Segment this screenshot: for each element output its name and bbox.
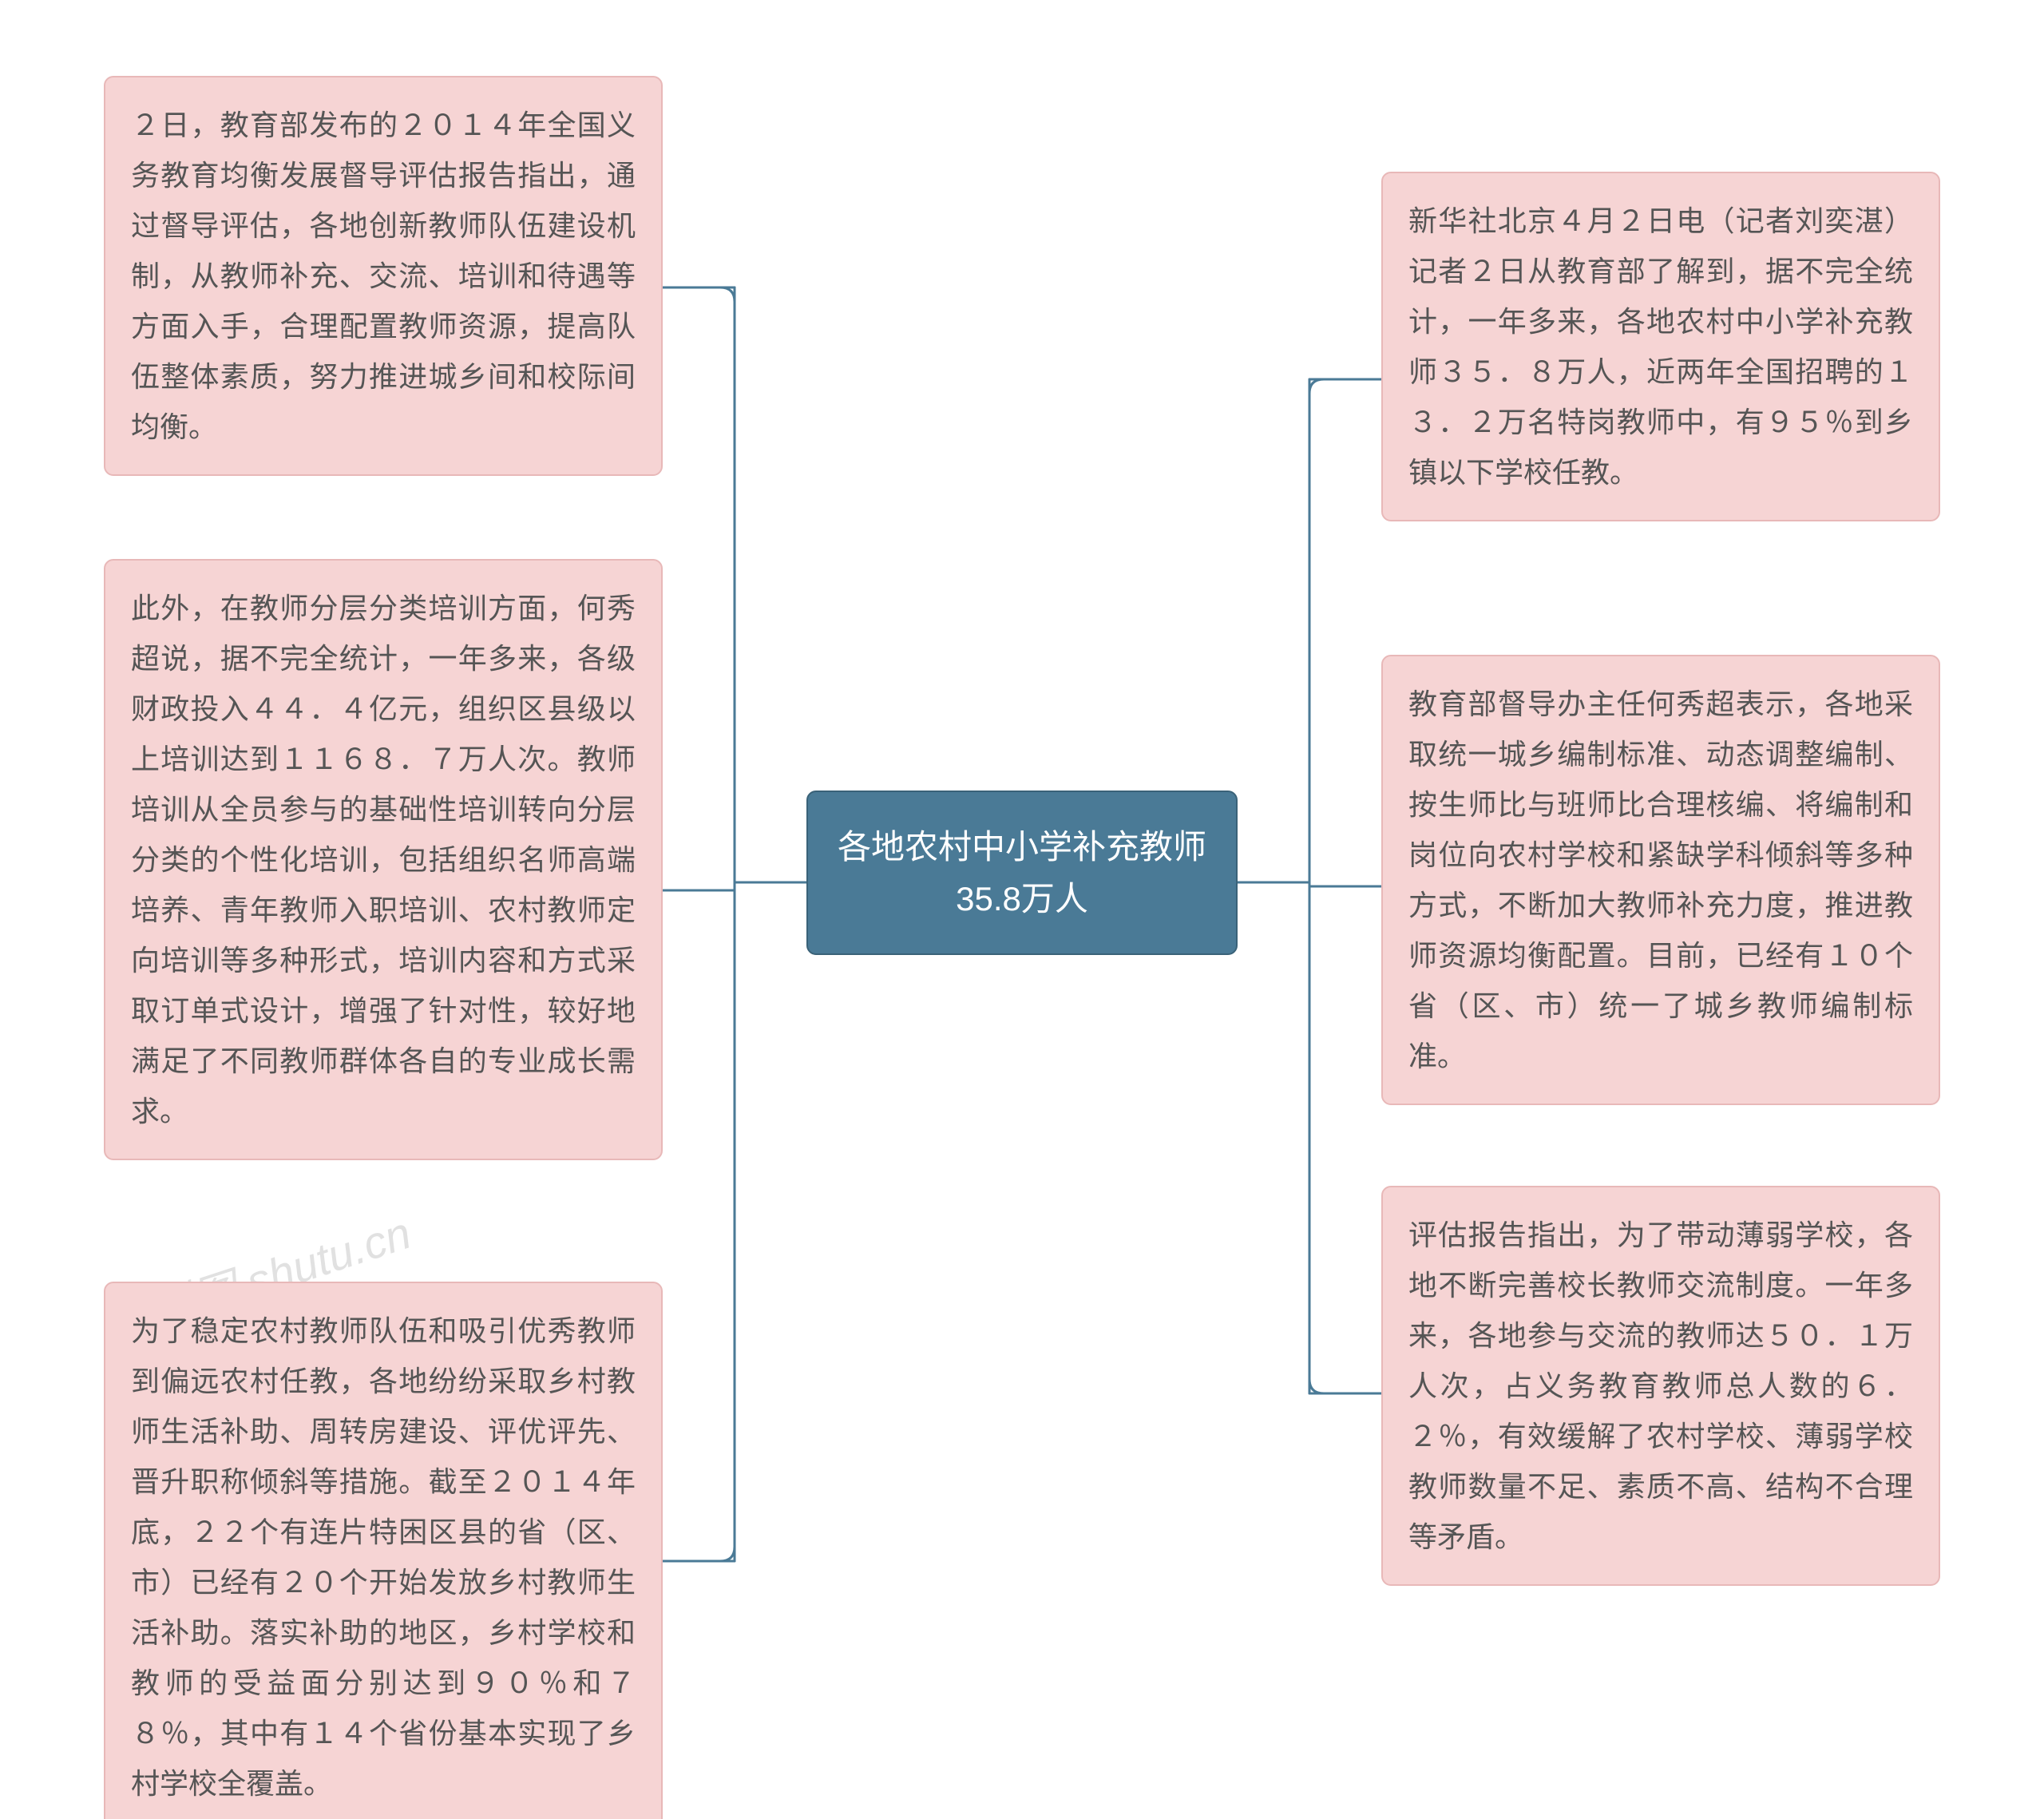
- leaf-node-right-2[interactable]: 教育部督导办主任何秀超表示，各地采取统一城乡编制标准、动态调整编制、按生师比与班…: [1381, 655, 1940, 1105]
- leaf-node-right-1[interactable]: 新华社北京４月２日电（记者刘奕湛）记者２日从教育部了解到，据不完全统计，一年多来…: [1381, 172, 1940, 521]
- center-node[interactable]: 各地农村中小学补充教师35.8万人: [806, 791, 1238, 955]
- leaf-node-left-2[interactable]: 此外，在教师分层分类培训方面，何秀超说，据不完全统计，一年多来，各级财政投入４４…: [104, 559, 663, 1160]
- leaf-node-left-1[interactable]: ２日，教育部发布的２０１４年全国义务教育均衡发展督导评估报告指出，通过督导评估，…: [104, 76, 663, 476]
- leaf-node-right-3[interactable]: 评估报告指出，为了带动薄弱学校，各地不断完善校长教师交流制度。一年多来，各地参与…: [1381, 1186, 1940, 1586]
- mindmap-canvas: 树图 shutu.cn 树图 shutu.cn 树图 shutu.cn 树图 s…: [0, 0, 2044, 1819]
- leaf-node-left-3[interactable]: 为了稳定农村教师队伍和吸引优秀教师到偏远农村任教，各地纷纷采取乡村教师生活补助、…: [104, 1282, 663, 1819]
